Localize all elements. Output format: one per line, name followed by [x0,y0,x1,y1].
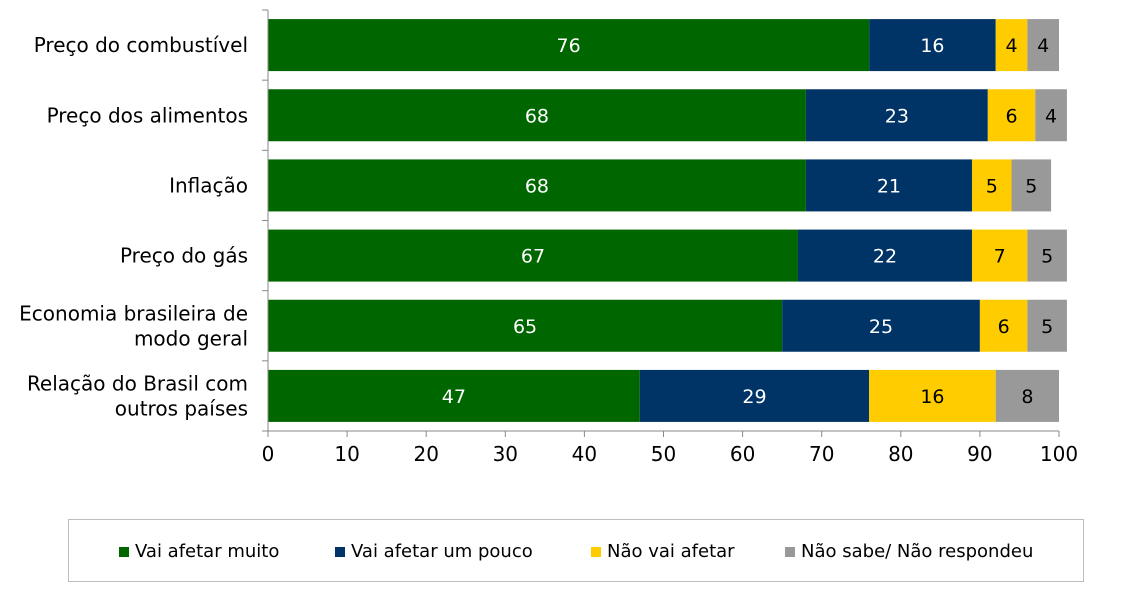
bar-segment [1027,229,1067,282]
bar-segment [805,89,988,142]
bar-value-label: 4 [1037,35,1049,57]
legend-item: Não sabe/ Não respondeu [785,520,1033,583]
category-label: outros países [115,396,248,420]
bar-value-label: 68 [525,105,549,127]
bar-value-label: 16 [920,35,944,57]
x-tick-label: 90 [967,442,992,466]
legend-swatch [785,546,795,557]
legend-label: Vai afetar um pouco [351,541,533,562]
bar-segment [1035,89,1067,142]
x-tick-label: 0 [262,442,275,466]
x-tick-label: 40 [572,442,597,466]
bar-segment [639,369,870,422]
bar-value-label: 76 [556,35,580,57]
legend-item: Vai afetar um pouco [335,520,533,583]
legend-item: Vai afetar muito [119,520,279,583]
bar-value-label: 5 [1041,246,1053,268]
bar-segment [987,89,1036,142]
bar-value-label: 22 [873,246,897,268]
bar-segment [268,19,870,72]
bar-value-label: 7 [994,246,1006,268]
legend-item: Não vai afetar [591,520,735,583]
bar-segment [1027,19,1059,72]
bar-value-label: 5 [986,175,998,197]
category-label: Inflação [169,173,248,197]
bar-segment [1011,159,1052,212]
bar-segment [1027,299,1067,352]
bar-segment [268,299,783,352]
x-tick-label: 60 [730,442,755,466]
category-label: Preço dos alimentos [47,103,248,127]
x-tick-label: 10 [334,442,359,466]
bar-value-label: 23 [885,105,909,127]
category-label: modo geral [134,326,248,350]
bar-value-label: 16 [920,386,944,408]
bar-segment [869,369,996,422]
bar-value-label: 4 [1045,105,1057,127]
legend-swatch [591,546,601,557]
legend-label: Não vai afetar [607,541,735,562]
bar-value-label: 65 [513,316,537,338]
x-tick-label: 80 [888,442,913,466]
legend-label: Vai afetar muito [135,541,280,562]
x-tick-label: 30 [493,442,518,466]
bar-value-label: 6 [1005,105,1017,127]
bar-segment [971,229,1028,282]
bar-value-label: 4 [1005,35,1017,57]
chart-legend: Vai afetar muito Vai afetar um pouco Não v… [68,519,1084,582]
category-label: Economia brasileira de [19,301,248,325]
category-label: Preço do gás [120,244,248,268]
bar-value-label: 25 [869,316,893,338]
bar-value-label: 8 [1021,386,1033,408]
category-label: Preço do combustível [34,33,248,57]
bar-segment [995,369,1059,422]
bar-segment [995,19,1028,72]
legend-swatch [119,546,129,557]
bar-value-label: 29 [742,386,766,408]
x-tick-label: 20 [413,442,438,466]
bar-value-label: 47 [442,386,466,408]
bar-segment [268,229,798,282]
bar-value-label: 68 [525,175,549,197]
bar-segment [782,299,980,352]
legend-label: Não sabe/ Não respondeu [801,541,1034,562]
legend-swatch [335,546,345,557]
bar-value-label: 21 [877,175,901,197]
bar-segment [268,369,640,422]
category-label: Relação do Brasil com [27,371,248,395]
bar-segment [805,159,972,212]
bar-value-label: 5 [1025,175,1037,197]
bar-value-label: 5 [1041,316,1053,338]
x-tick-label: 50 [651,442,676,466]
bar-value-label: 6 [998,316,1010,338]
bar-segment [268,89,806,142]
bar-segment [979,299,1028,352]
bar-segment [797,229,972,282]
bar-segment [869,19,996,72]
bar-segment [971,159,1012,212]
bar-segment [268,159,806,212]
bar-value-label: 67 [521,246,545,268]
x-tick-label: 100 [1040,442,1078,466]
x-tick-label: 70 [809,442,834,466]
